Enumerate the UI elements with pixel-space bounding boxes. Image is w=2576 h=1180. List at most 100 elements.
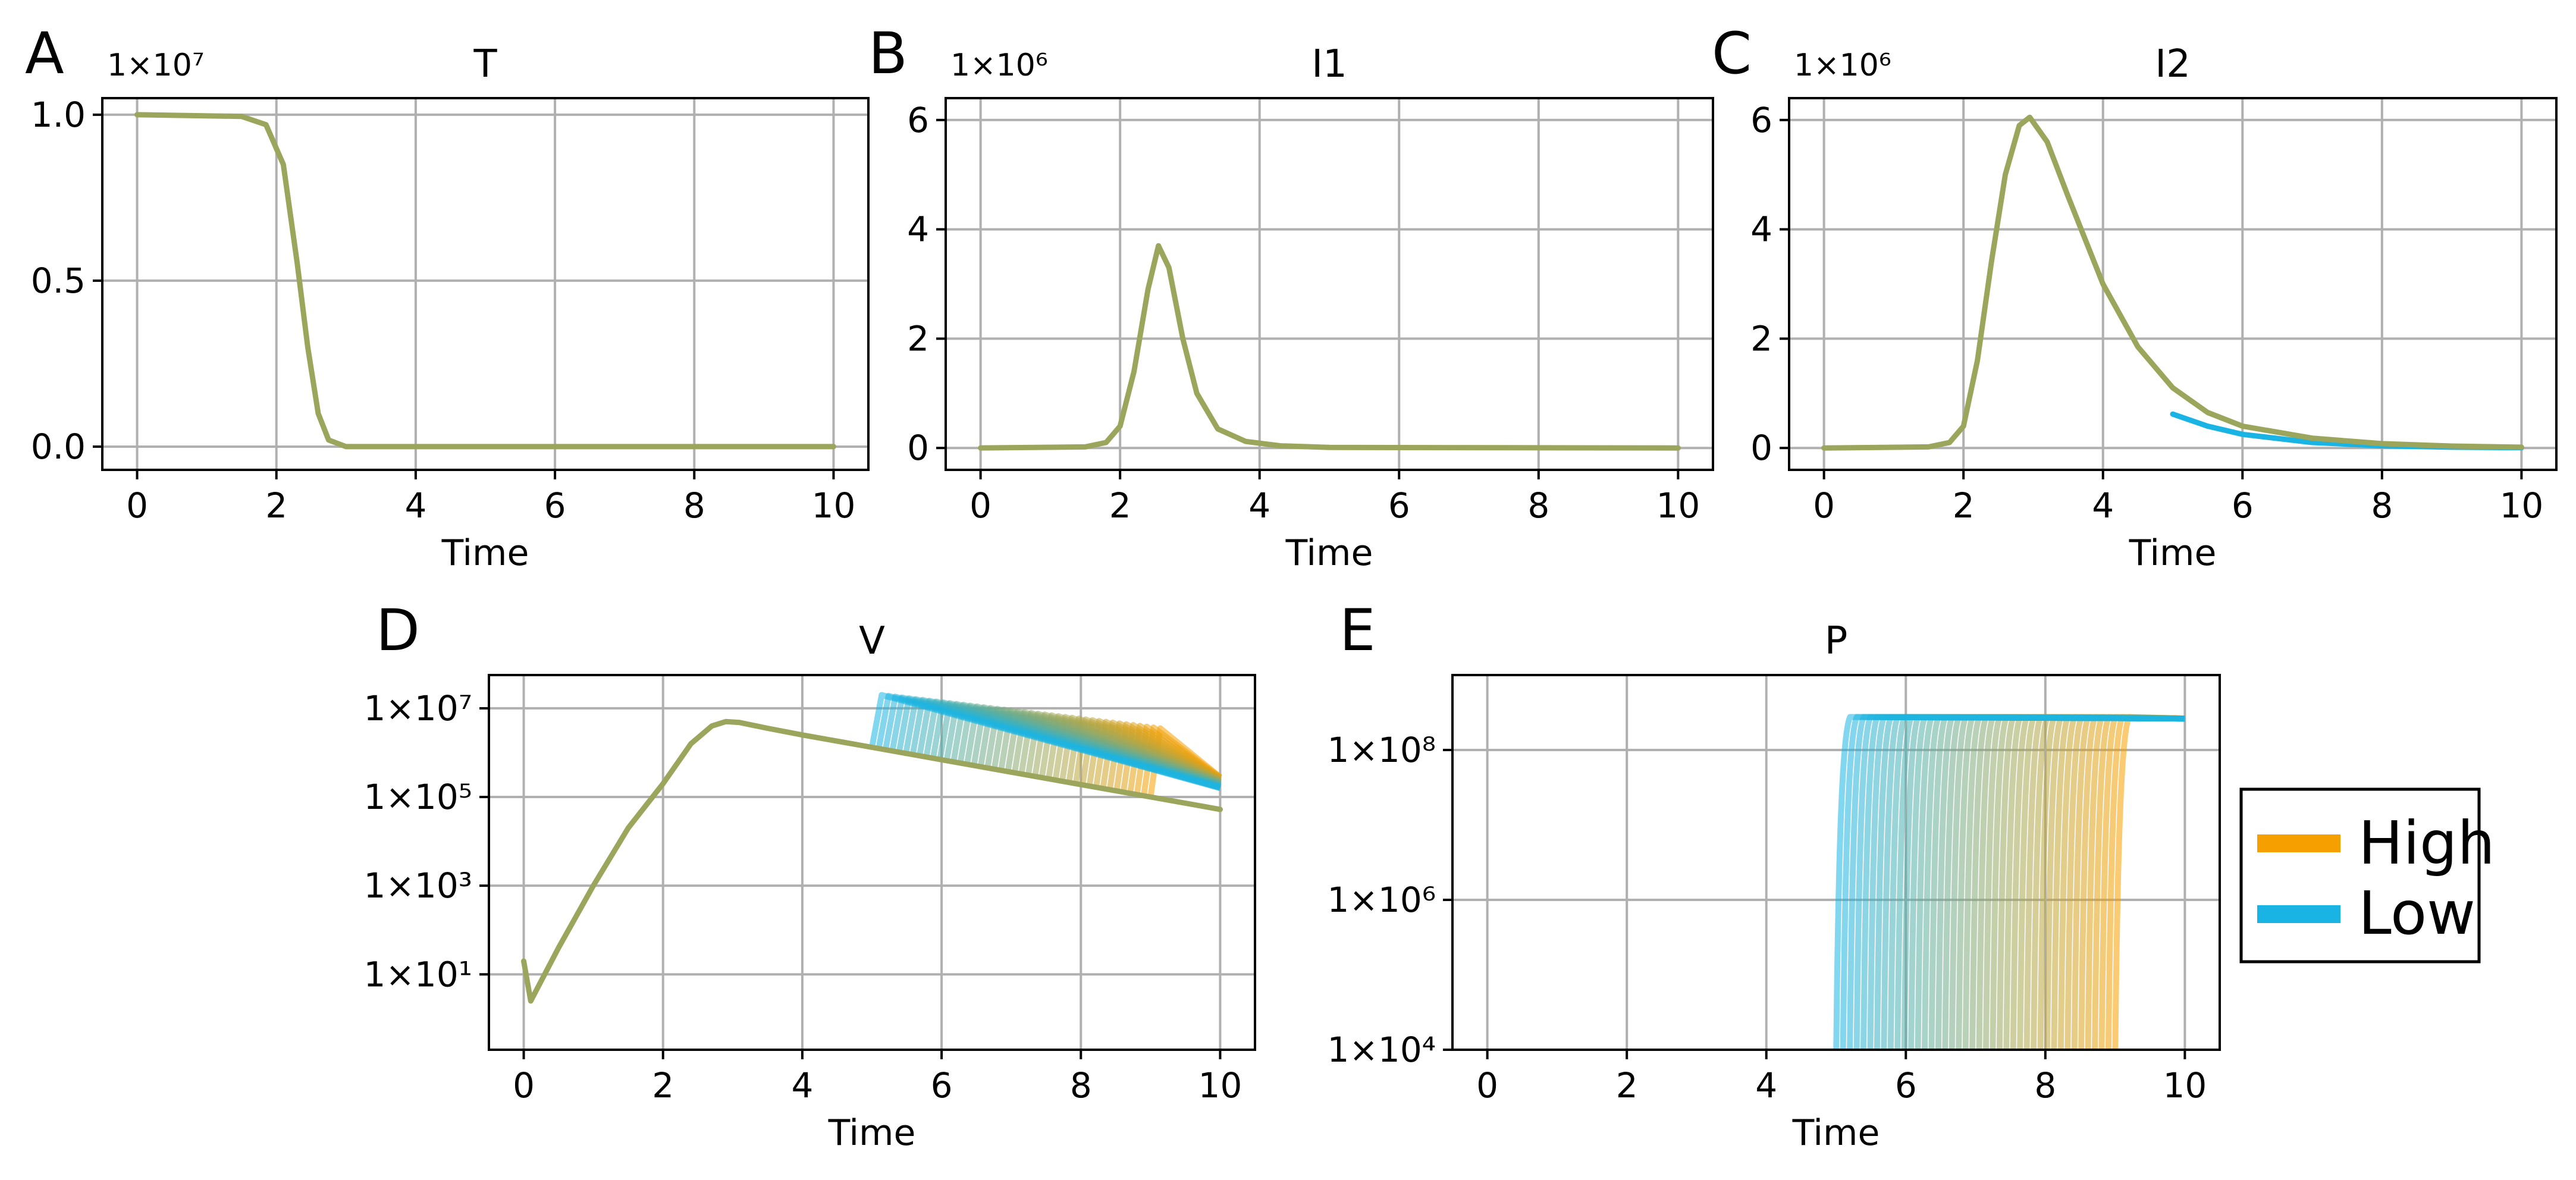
y-tick-label-2: 1.0 bbox=[31, 95, 86, 135]
x-axis-label: Time bbox=[2129, 532, 2217, 574]
band-run-6 bbox=[1874, 714, 2185, 1050]
x-tick-label-4: 8 bbox=[1527, 485, 1549, 526]
x-tick-label-5: 10 bbox=[1198, 1065, 1242, 1106]
y-tick-label-1: 2 bbox=[907, 318, 929, 359]
y-tick-label-3: 1×10⁷ bbox=[363, 688, 472, 729]
x-tick-label-0: 0 bbox=[126, 485, 148, 526]
x-tick-label-1: 2 bbox=[652, 1065, 674, 1106]
x-tick-label-3: 6 bbox=[1388, 485, 1410, 526]
band-run-35 bbox=[2071, 714, 2185, 1050]
panel-A: 0 2 4 6 8 10 0.0 0.5 1.0 Time T A 1×10⁷ bbox=[25, 20, 870, 574]
panel-letter: C bbox=[1712, 20, 1752, 87]
panel-letter: B bbox=[868, 20, 908, 87]
band-run-10 bbox=[1901, 714, 2185, 1050]
panel-title: I1 bbox=[1311, 42, 1347, 86]
x-tick-label-3: 6 bbox=[2232, 485, 2254, 526]
band-run-22 bbox=[1982, 714, 2185, 1050]
band-run-4 bbox=[1860, 714, 2185, 1050]
x-tick-label-1: 2 bbox=[265, 485, 287, 526]
axes-frame bbox=[1788, 97, 2558, 471]
plot-data bbox=[978, 243, 1681, 451]
band-run-34 bbox=[2064, 714, 2185, 1050]
y-tick-label-3: 6 bbox=[907, 100, 929, 140]
y-tick-label-0: 0 bbox=[1750, 428, 1772, 468]
y-tick-label-3: 6 bbox=[1750, 100, 1772, 140]
x-tick-label-0: 0 bbox=[513, 1065, 535, 1106]
panel-title: V bbox=[859, 619, 885, 663]
x-tick-label-4: 8 bbox=[1070, 1065, 1092, 1106]
x-tick-label-0: 0 bbox=[969, 485, 992, 526]
y-tick-label-0: 0 bbox=[907, 428, 929, 468]
band-run-17 bbox=[1949, 714, 2185, 1050]
x-tick-label-1: 2 bbox=[1953, 485, 1975, 526]
series-line-overlap bbox=[521, 718, 1223, 1004]
band-run-19 bbox=[1962, 714, 2185, 1050]
plot-data bbox=[1821, 114, 2524, 451]
band-run-38 bbox=[2092, 714, 2185, 1050]
panel-title: T bbox=[473, 42, 497, 86]
band-run-18 bbox=[1956, 714, 2185, 1050]
y-tick-label-1: 2 bbox=[1750, 318, 1772, 359]
x-axis-label: Time bbox=[1792, 1112, 1880, 1154]
panel-B: 0 2 4 6 8 10 0 2 4 6 Time I1 B 1×10⁶ bbox=[868, 20, 1714, 574]
band-run-32 bbox=[2051, 714, 2185, 1050]
y-tick-label-2: 1×10⁸ bbox=[1327, 730, 1436, 770]
x-tick-label-4: 8 bbox=[2371, 485, 2393, 526]
band-run-3 bbox=[1853, 714, 2185, 1050]
x-tick-label-0: 0 bbox=[1476, 1065, 1498, 1106]
x-tick-label-0: 0 bbox=[1813, 485, 1835, 526]
x-tick-label-1: 2 bbox=[1616, 1065, 1638, 1106]
x-tick-label-3: 6 bbox=[544, 485, 566, 526]
axes-frame bbox=[488, 674, 1256, 1051]
band-run-8 bbox=[1887, 714, 2185, 1050]
y-tick-label-1: 1×10⁶ bbox=[1327, 880, 1436, 920]
band-run-27 bbox=[2017, 714, 2185, 1050]
legend-label-low: Low bbox=[2358, 878, 2475, 948]
plot-data bbox=[521, 692, 1223, 1004]
band-run-13 bbox=[1922, 714, 2185, 1050]
legend-label-high: High bbox=[2358, 808, 2495, 878]
x-tick-label-2: 4 bbox=[2092, 485, 2114, 526]
series-line-overlap bbox=[1821, 114, 2524, 451]
band-run-14 bbox=[1928, 714, 2185, 1050]
band-run-15 bbox=[1935, 714, 2185, 1050]
band-run-37 bbox=[2085, 714, 2185, 1050]
panel-letter: E bbox=[1339, 597, 1376, 664]
x-tick-label-3: 6 bbox=[1895, 1065, 1917, 1106]
band-run-29 bbox=[2031, 714, 2185, 1050]
y-tick-label-1: 1×10³ bbox=[363, 865, 472, 906]
band-run-24 bbox=[1996, 714, 2185, 1050]
y-tick-label-0: 1×10¹ bbox=[363, 954, 472, 994]
series-line-overlap bbox=[134, 112, 836, 450]
axes-frame bbox=[101, 97, 870, 471]
band-run-26 bbox=[2010, 714, 2185, 1050]
y-offset-text: 1×10⁷ bbox=[107, 48, 205, 83]
x-tick-label-4: 8 bbox=[2034, 1065, 2056, 1106]
band-run-2 bbox=[1847, 714, 2185, 1050]
band-run-1 bbox=[1840, 714, 2185, 1050]
band-run-39 bbox=[2098, 714, 2185, 1050]
x-tick-label-2: 4 bbox=[1755, 1065, 1777, 1106]
x-tick-label-2: 4 bbox=[404, 485, 426, 526]
panel-C: 0 2 4 6 8 10 0 2 4 6 Time I2 C 1×10⁶ bbox=[1712, 20, 2558, 574]
band-run-7 bbox=[1881, 714, 2185, 1050]
legend-box bbox=[2239, 787, 2481, 964]
axes-frame bbox=[1451, 674, 2221, 1051]
y-offset-text: 1×10⁶ bbox=[950, 48, 1048, 83]
band-run-23 bbox=[1990, 714, 2185, 1050]
x-axis-label: Time bbox=[828, 1112, 916, 1154]
y-tick-label-2: 4 bbox=[1750, 209, 1772, 250]
y-offset-text: 1×10⁶ bbox=[1794, 48, 1891, 83]
x-tick-label-2: 4 bbox=[1248, 485, 1270, 526]
panel-title: P bbox=[1825, 619, 1848, 663]
plot-data bbox=[134, 112, 836, 450]
band-run-21 bbox=[1976, 714, 2185, 1050]
band-run-0 bbox=[1833, 714, 2185, 1050]
band-run-28 bbox=[2023, 714, 2185, 1050]
x-tick-label-2: 4 bbox=[791, 1065, 813, 1106]
band-run-25 bbox=[2003, 714, 2185, 1050]
band-run-33 bbox=[2057, 714, 2185, 1050]
x-tick-label-1: 2 bbox=[1109, 485, 1131, 526]
x-tick-label-3: 6 bbox=[931, 1065, 953, 1106]
